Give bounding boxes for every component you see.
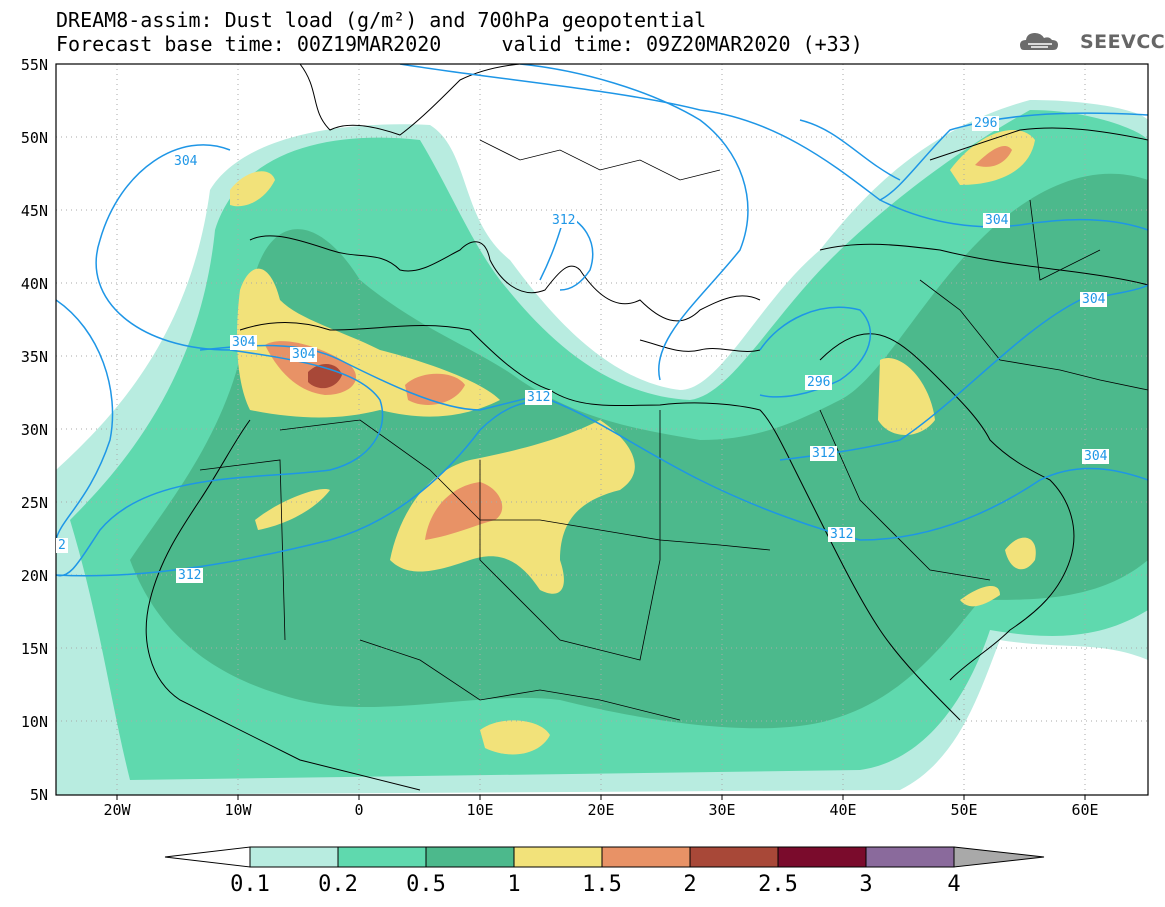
graticule	[56, 64, 1148, 795]
lon-label: 10W	[224, 801, 252, 819]
lat-label: 15N	[20, 640, 48, 658]
lat-label: 10N	[20, 713, 48, 731]
contour-label: 304	[983, 213, 1011, 228]
colorbar-tick-label: 1.5	[582, 872, 622, 897]
geopotential-contours	[56, 64, 1148, 577]
country-borders	[199, 139, 1148, 721]
dust-shade-1c	[878, 358, 935, 435]
contour-label: 296	[972, 116, 1000, 131]
lon-label: 30E	[708, 801, 736, 819]
contour-label: 312	[828, 527, 856, 542]
dust-shade-15d	[975, 145, 1012, 167]
colorbar-tick-label: 0.2	[318, 872, 358, 897]
colorbar-tick-label: 0.1	[230, 872, 270, 897]
axis-ticks	[116, 795, 1086, 800]
lon-label: 60E	[1071, 801, 1099, 819]
contour-label: 312	[550, 213, 578, 228]
coastlines	[145, 64, 1148, 791]
lon-label: 0	[354, 801, 364, 819]
lat-label: 20N	[20, 567, 48, 585]
lat-label: 55N	[20, 56, 48, 74]
lat-label: 45N	[20, 202, 48, 220]
colorbar-tick-label: 3	[859, 872, 873, 897]
lat-label: 5N	[29, 786, 48, 804]
dust-shade-15c	[425, 482, 503, 540]
contour-label: 296	[805, 375, 833, 390]
colorbar-tick-label: 1	[507, 872, 521, 897]
colorbar-tick-label: 2.5	[758, 872, 798, 897]
colorbar-tick-label: 0.5	[406, 872, 446, 897]
contour-label: 304	[1082, 449, 1110, 464]
lon-label: 40E	[829, 801, 857, 819]
lat-label: 30N	[20, 421, 48, 439]
lat-label: 40N	[20, 275, 48, 293]
lat-label: 35N	[20, 348, 48, 366]
contour-label: 304	[1080, 292, 1108, 307]
dust-shade-1f	[960, 585, 1000, 607]
map-title: DREAM8-assim: Dust load (g/m²) and 700hP…	[56, 8, 707, 32]
contour-label: 304	[172, 154, 200, 169]
colorbar-tick-label: 4	[947, 872, 961, 897]
contour-label: 312	[810, 446, 838, 461]
lat-label: 50N	[20, 129, 48, 147]
lon-label: 10E	[466, 801, 494, 819]
contour-label: 2	[56, 538, 68, 553]
contour-label: 312	[525, 390, 553, 405]
colorbar-tick-label: 2	[683, 872, 697, 897]
map-frame	[55, 63, 1149, 796]
logo-text: SEEVCCC	[1080, 31, 1165, 53]
contour-label: 312	[176, 568, 204, 583]
contour-label: 304	[230, 335, 258, 350]
dust-shade-05	[130, 173, 1148, 729]
lon-label: 20W	[103, 801, 131, 819]
lon-label: 20E	[587, 801, 615, 819]
lon-label: 50E	[950, 801, 978, 819]
dust-shade-15b	[405, 373, 465, 405]
dust-shade-1b	[390, 420, 635, 594]
dust-shade-1g	[480, 720, 550, 755]
cloud-icon	[1020, 33, 1058, 50]
dust-shade-1e	[1005, 537, 1036, 570]
dust-shade-1i	[255, 489, 330, 530]
forecast-times: Forecast base time: 00Z19MAR2020 valid t…	[56, 32, 863, 56]
lat-label: 25N	[20, 494, 48, 512]
contour-label: 304	[290, 347, 318, 362]
dust-shade-1h	[230, 171, 275, 207]
